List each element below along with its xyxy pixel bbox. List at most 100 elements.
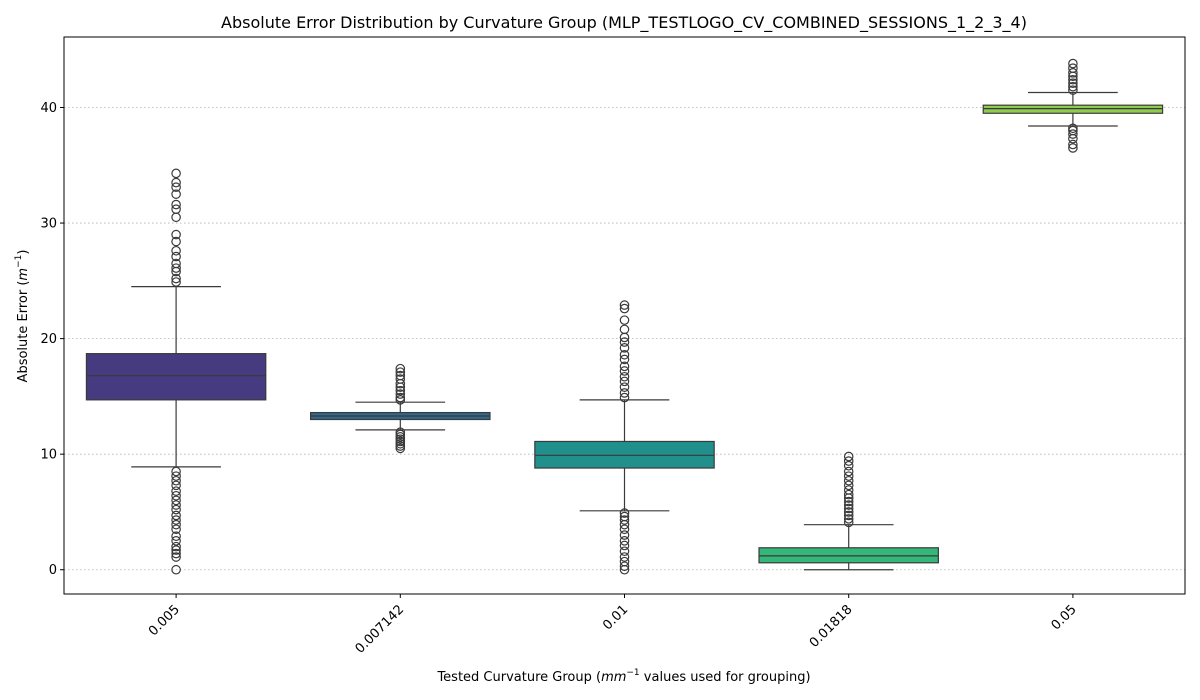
outlier-point xyxy=(619,508,630,518)
outlier-point xyxy=(619,371,630,382)
outlier-point xyxy=(171,236,181,247)
outlier-point xyxy=(171,273,181,284)
outlier-point xyxy=(619,536,630,546)
outlier-point xyxy=(171,504,181,515)
outlier-point xyxy=(395,392,406,403)
y-axis-label-prefix: Absolute Error ( xyxy=(16,281,31,383)
outlier-point xyxy=(619,530,630,540)
y-tick-label-0: 0 xyxy=(49,563,57,578)
outlier-point xyxy=(1068,129,1078,139)
outlier-point xyxy=(619,552,630,562)
outlier-point xyxy=(171,552,181,562)
outlier-point xyxy=(619,337,630,347)
y-axis-label-unit: m xyxy=(16,268,31,281)
outlier-point xyxy=(171,486,181,496)
x-tick-label-0.007142: 0.007142 xyxy=(353,602,407,656)
outlier-point xyxy=(171,277,181,287)
outlier-point xyxy=(395,374,406,384)
outlier-point xyxy=(619,388,630,398)
outlier-point xyxy=(395,367,406,377)
outlier-point xyxy=(619,556,630,567)
outlier-point xyxy=(619,366,630,376)
outlier-point xyxy=(395,389,406,399)
outlier-point xyxy=(843,500,854,510)
outlier-point xyxy=(1068,63,1078,74)
outlier-point xyxy=(1068,139,1078,150)
outlier-point xyxy=(619,546,630,557)
outlier-point xyxy=(619,561,630,572)
outlier-point xyxy=(619,349,630,360)
outlier-point xyxy=(1068,74,1078,85)
outlier-point xyxy=(171,519,181,530)
x-tick-label-0.005: 0.005 xyxy=(146,602,183,639)
outlier-point xyxy=(171,466,181,477)
x-axis-label-exponent: −1 xyxy=(626,668,639,678)
outlier-point xyxy=(171,199,181,210)
x-axis-label-prefix: Tested Curvature Group ( xyxy=(436,670,601,685)
outlier-point xyxy=(171,495,181,506)
x-axis-label-unit: mm xyxy=(601,670,626,685)
outlier-point xyxy=(843,460,854,471)
y-tick-label-20: 20 xyxy=(40,332,57,347)
box-group-0.05 xyxy=(982,58,1164,153)
y-axis-label-exponent: −1 xyxy=(14,255,24,268)
outlier-point xyxy=(171,524,181,535)
outlier-point xyxy=(171,500,181,510)
outlier-point xyxy=(171,212,181,223)
outlier-point xyxy=(171,545,181,555)
y-tick-label-40: 40 xyxy=(40,101,57,116)
outlier-point xyxy=(843,503,854,514)
outlier-point xyxy=(619,524,630,535)
outlier-point xyxy=(395,363,406,374)
outlier-point xyxy=(843,514,854,524)
outlier-point xyxy=(843,475,854,486)
outlier-point xyxy=(1068,123,1078,134)
outlier-point xyxy=(171,490,181,501)
x-axis-label: Tested Curvature Group (mm−1 values used… xyxy=(436,668,810,685)
outlier-point xyxy=(619,376,630,387)
outlier-point xyxy=(171,258,181,269)
outlier-point xyxy=(171,245,181,256)
outlier-point xyxy=(843,496,854,507)
outlier-point xyxy=(1068,58,1078,69)
outlier-point xyxy=(1068,143,1078,153)
y-axis-label-suffix: ) xyxy=(16,250,31,255)
outlier-point xyxy=(171,515,181,525)
outlier-point xyxy=(843,466,854,477)
outlier-point xyxy=(171,189,181,199)
y-axis-label: Absolute Error (m−1) xyxy=(14,250,31,383)
y-tick-label-30: 30 xyxy=(40,217,57,232)
outlier-point xyxy=(843,489,854,500)
outlier-point xyxy=(619,540,630,551)
outlier-point xyxy=(619,511,630,522)
outlier-point xyxy=(843,471,854,481)
outlier-point xyxy=(1068,68,1078,78)
outlier-point xyxy=(171,182,181,193)
outlier-point xyxy=(395,385,406,396)
outlier-point xyxy=(619,361,630,372)
y-tick-label-10: 10 xyxy=(40,448,57,463)
outlier-point xyxy=(171,480,181,491)
outlier-point xyxy=(171,471,181,481)
outlier-point xyxy=(619,315,630,325)
outlier-point xyxy=(843,456,854,466)
box-group-0.01818 xyxy=(758,451,939,571)
outlier-point xyxy=(843,451,854,462)
outlier-point xyxy=(171,536,181,546)
outlier-point xyxy=(171,263,181,273)
box-iqr xyxy=(85,353,267,401)
outlier-point xyxy=(843,517,854,528)
outlier-point xyxy=(1068,81,1078,92)
outlier-point xyxy=(171,251,181,262)
x-tick-label-0.01: 0.01 xyxy=(600,602,631,633)
outlier-point xyxy=(171,475,181,486)
outlier-point xyxy=(171,541,181,552)
x-axis-ticks: 0.005 0.007142 0.01 0.01818 0.05 xyxy=(146,594,1080,657)
outlier-point xyxy=(843,480,854,491)
outlier-point xyxy=(619,324,630,335)
outlier-point xyxy=(171,168,181,179)
box-series xyxy=(85,58,1164,575)
outlier-point xyxy=(619,354,630,365)
outlier-point xyxy=(1068,78,1078,89)
